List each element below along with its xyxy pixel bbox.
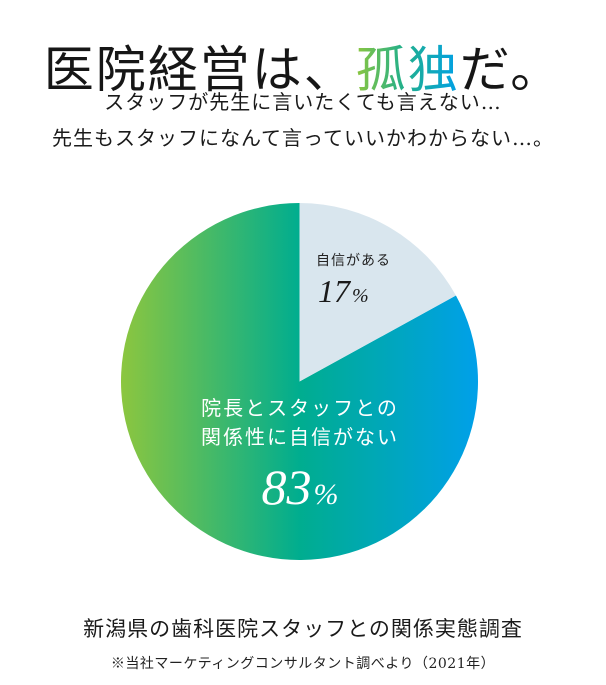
slice-not-confident-value: 83% — [180, 458, 420, 516]
slice-not-confident-unit: % — [313, 478, 339, 511]
headline-suffix: だ。 — [459, 40, 563, 99]
slice-confident-unit: % — [352, 285, 369, 307]
pie-slice-confident — [299, 203, 456, 382]
intro-line-1: スタッフが先生に言いたくても言えない… — [104, 90, 502, 114]
pie-chart-svg — [121, 203, 478, 560]
intro-line-2: 先生もスタッフになんて言っていいかわからない…。 — [52, 126, 554, 150]
pie-chart — [121, 203, 478, 560]
survey-title: 新潟県の歯科医院スタッフとの関係実態調査 — [83, 617, 523, 641]
slice-not-confident-label-line-1: 院長とスタッフとの — [201, 396, 399, 420]
slice-not-confident-number: 83 — [261, 459, 312, 515]
headline-prefix: 医院経営は、 — [43, 40, 356, 99]
headline: 医院経営は、孤独だ。 — [0, 40, 606, 100]
slice-confident-label: 自信がある — [316, 253, 391, 269]
pie-slice-not-confident — [121, 203, 478, 560]
slice-not-confident-label-line-2: 関係性に自信がない — [201, 425, 399, 449]
headline-accent: 孤独 — [355, 40, 460, 99]
slice-confident-value: 17% — [318, 273, 369, 310]
survey-source-note: ※当社マーケティングコンサルタント調べより（2021年） — [110, 656, 496, 672]
slice-confident-number: 17 — [318, 273, 350, 309]
